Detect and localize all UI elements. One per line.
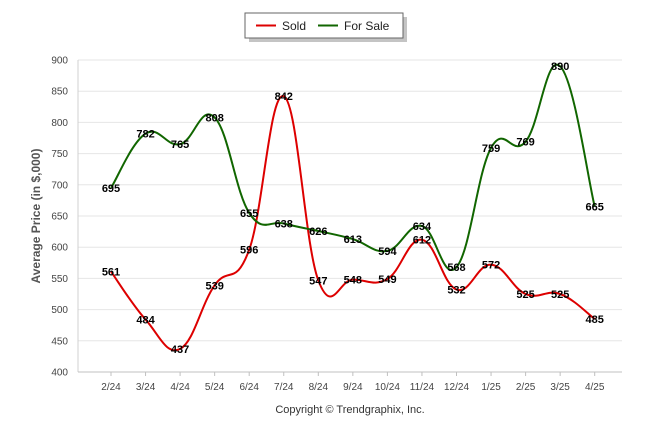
x-tick-label: 9/24 [343,382,363,393]
legend-label-for-sale[interactable]: For Sale [344,19,390,33]
x-tick-label: 7/24 [274,382,294,393]
data-label-for-sale: 765 [171,139,189,151]
data-label-for-sale: 638 [275,218,293,230]
x-tick-label: 3/24 [136,382,156,393]
y-tick-label: 400 [51,368,68,379]
data-label-for-sale: 634 [413,221,432,233]
x-tick-label: 2/25 [516,382,536,393]
data-label-sold: 549 [378,274,396,286]
series-line-sold [110,95,596,352]
x-tick-label: 12/24 [444,382,469,393]
y-tick-label: 700 [51,180,68,191]
y-tick-label: 550 [51,274,68,285]
data-label-sold: 437 [171,344,189,356]
data-label-sold: 612 [413,235,431,247]
y-axis-title: Average Price (in $,000) [29,149,43,284]
y-tick-label: 450 [51,336,68,347]
data-label-for-sale: 782 [136,129,154,141]
x-tick-label: 5/24 [205,382,225,393]
data-label-for-sale: 568 [447,262,465,274]
data-label-sold: 596 [240,245,258,257]
x-tick-label: 10/24 [375,382,400,393]
legend[interactable]: Sold For Sale [244,12,407,42]
data-label-sold: 485 [586,314,604,326]
data-label-sold: 484 [136,315,155,327]
x-tick-label: 11/24 [410,382,435,393]
data-label-for-sale: 808 [205,112,223,124]
data-label-for-sale: 769 [516,137,534,149]
data-label-for-sale: 890 [551,61,569,73]
x-axis: 2/24 3/24 4/24 5/24 6/24 7/24 8/24 9/24 10/24 11/… [78,371,622,393]
y-tick-label: 600 [51,243,68,254]
gridlines [78,59,622,373]
y-tick-label: 750 [51,149,68,160]
series-line-for-sale [110,63,596,271]
data-label-sold: 561 [102,267,120,279]
data-label-for-sale: 594 [378,246,397,258]
data-label-for-sale: 695 [102,183,120,195]
x-tick-label: 8/24 [309,382,329,393]
data-label-sold: 539 [205,280,223,292]
data-label-sold: 547 [309,275,327,287]
x-tick-label: 3/25 [550,382,570,393]
x-tick-label: 1/25 [481,382,501,393]
y-tick-label: 500 [51,305,68,316]
copyright-text: Copyright © Trendgraphix, Inc. [275,404,424,416]
data-label-sold: 525 [516,289,534,301]
data-label-for-sale: 665 [586,202,604,214]
legend-label-sold[interactable]: Sold [282,19,306,33]
data-label-sold: 572 [482,260,500,272]
series-group [110,63,596,352]
y-tick-label: 800 [51,118,68,129]
y-tick-label: 850 [51,87,68,98]
data-label-sold: 525 [551,289,569,301]
x-tick-label: 4/24 [170,382,190,393]
data-label-sold: 532 [447,285,465,297]
x-tick-label: 4/25 [585,382,605,393]
x-tick-label: 2/24 [101,382,121,393]
y-tick-label: 900 [51,56,68,67]
data-label-for-sale: 655 [240,208,258,220]
data-label-for-sale: 613 [344,234,362,246]
x-tick-label: 6/24 [239,382,259,393]
y-axis: 400 450 500 550 600 650 700 750 800 850 900 [51,56,79,379]
data-label-for-sale: 759 [482,143,500,155]
y-tick-label: 650 [51,212,68,223]
data-labels: 561 484 437 539 596 842 547 548 549 612 532 572 525 5… [102,61,604,356]
data-label-sold: 842 [275,91,293,103]
data-label-for-sale: 626 [309,226,327,238]
data-label-sold: 548 [344,275,362,287]
